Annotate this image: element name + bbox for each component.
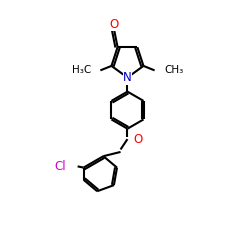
Text: H₃C: H₃C: [72, 65, 91, 75]
Text: Cl: Cl: [54, 160, 66, 173]
Text: N: N: [123, 71, 132, 84]
Text: O: O: [109, 18, 118, 31]
Text: O: O: [133, 132, 142, 145]
Text: CH₃: CH₃: [164, 65, 183, 75]
